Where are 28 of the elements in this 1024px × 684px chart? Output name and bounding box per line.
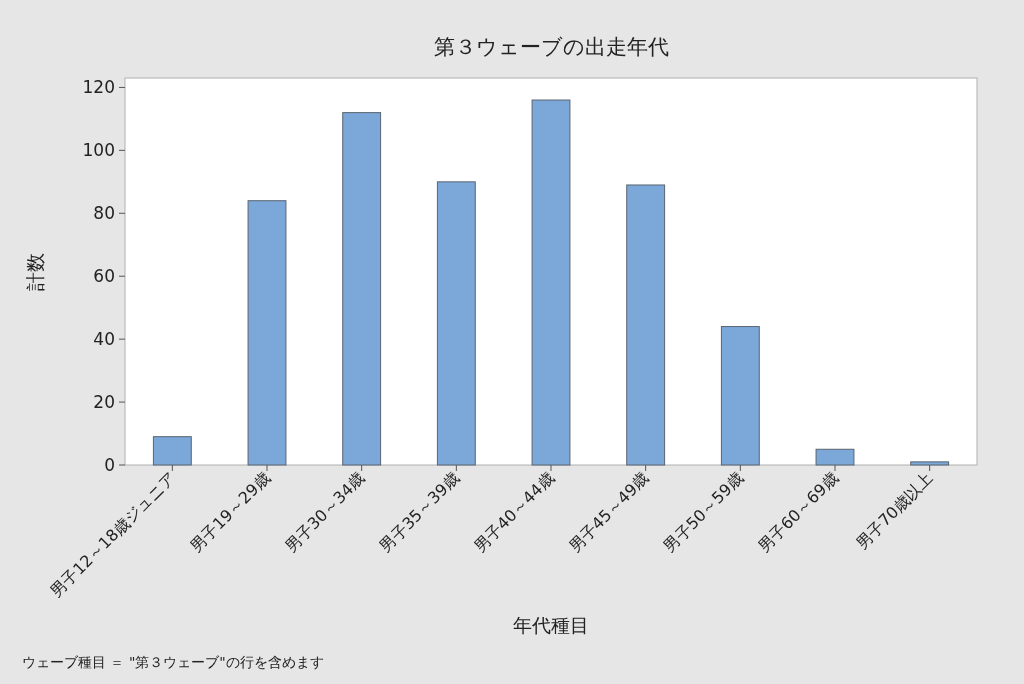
- x-tick-label: 男子40～44歳: [470, 468, 558, 556]
- bar: [152, 436, 192, 466]
- x-tick-label: 男子30～34歳: [281, 468, 369, 556]
- text: ウェーブ種目 ＝ "第３ウェーブ"の行を含めます: [22, 654, 324, 670]
- x-tick-label: 男子50～59歳: [659, 468, 748, 556]
- x-tick-label: 男子45～49歳: [565, 468, 653, 556]
- y-tick-label: 0: [104, 455, 115, 475]
- x-tick-label: 男子19～29歳: [186, 468, 274, 556]
- y-tick-label: 120: [82, 77, 115, 98]
- bar: [436, 181, 476, 466]
- bar: [910, 461, 950, 466]
- bar: [815, 448, 855, 466]
- bar: [342, 112, 382, 466]
- x-axis-title: 年代種目: [513, 614, 589, 636]
- x-tick-label: 男子60～69歳: [754, 468, 842, 556]
- y-tick-label: 20: [93, 392, 115, 413]
- y-tick-label: 100: [82, 140, 115, 161]
- y-axis-title: 計数: [24, 252, 46, 291]
- bar: [247, 200, 287, 466]
- y-tick-label: 80: [93, 203, 115, 224]
- x-tick-label: 男子70歳以上: [852, 468, 937, 553]
- bar: [531, 99, 571, 466]
- bar: [720, 326, 760, 466]
- y-tick-label: 40: [93, 329, 115, 350]
- x-tick-label: 男子35～39歳: [375, 468, 464, 556]
- bar: [626, 184, 666, 466]
- y-tick-label: 60: [93, 266, 115, 287]
- chart-title: 第３ウェーブの出走年代: [433, 35, 669, 59]
